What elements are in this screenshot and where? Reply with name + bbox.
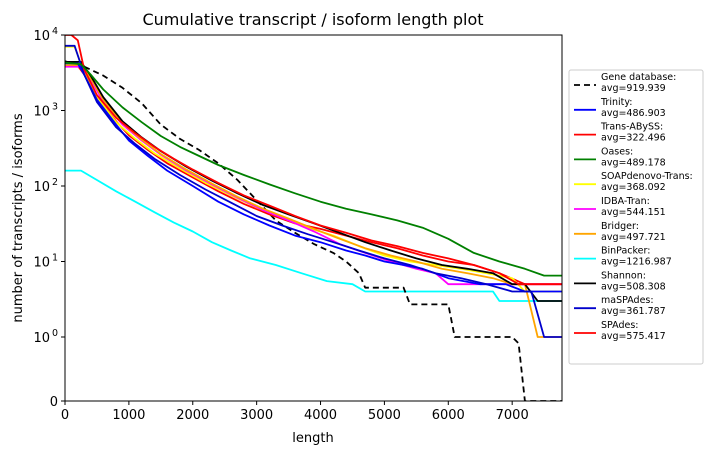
legend-label: SPAdes: [601, 320, 639, 331]
legend-label: Trinity: [600, 97, 632, 108]
legend-label: SOAPdenovo-Trans: [601, 171, 693, 182]
legend-label: maSPAdes: [601, 295, 654, 306]
y-tick-exponent: 1 [52, 253, 58, 264]
series-line-spades [65, 35, 562, 286]
legend-label: Shannon: [601, 270, 646, 281]
x-tick-label: 3000 [240, 408, 273, 423]
y-tick-exponent: 4 [52, 26, 58, 37]
legend-avg: avg=508.308 [601, 281, 666, 292]
x-tick-label: 0 [61, 408, 69, 423]
x-tick-label: 4000 [304, 408, 337, 423]
y-tick-exponent: 0 [52, 328, 58, 339]
series-line-bridger [65, 64, 562, 338]
y-tick-exponent: 3 [52, 102, 58, 113]
y-tick-label: 10 [33, 331, 50, 346]
legend-avg: avg=497.721 [601, 232, 666, 243]
legend-avg: avg=919.939 [601, 83, 666, 94]
x-tick-label: 7000 [496, 408, 529, 423]
legend-avg: avg=1216.987 [601, 257, 672, 268]
y-tick-exponent: 2 [52, 177, 58, 188]
legend-label: Bridger: [601, 221, 639, 232]
y-tick-label: 10 [33, 180, 50, 195]
x-tick-label: 1000 [112, 408, 145, 423]
series-line-shannon [65, 61, 562, 302]
x-tick-label: 6000 [432, 408, 465, 423]
series-line-idba-tran [65, 65, 562, 286]
legend-avg: avg=322.496 [601, 133, 666, 144]
legend-avg: avg=489.178 [601, 157, 666, 168]
chart-title: Cumulative transcript / isoform length p… [142, 10, 483, 29]
x-tick-label: 2000 [176, 408, 209, 423]
series-line-trans-abyss [65, 65, 562, 286]
legend-avg: avg=544.151 [601, 207, 666, 218]
y-tick-label: 10 [33, 29, 50, 44]
series-line-soapdenovo-trans [65, 45, 562, 293]
legend-label: Oases: [601, 146, 633, 157]
legend-label: IDBA-Tran: [601, 196, 650, 207]
y-tick-label: 0 [50, 395, 58, 410]
legend-avg: avg=368.092 [601, 182, 666, 193]
y-tick-label: 10 [33, 256, 50, 271]
y-axis-label: number of transcripts / isoforms [11, 113, 26, 322]
y-tick-label: 10 [33, 105, 50, 120]
legend-avg: avg=361.787 [601, 306, 666, 317]
legend-label: Gene database: [601, 72, 676, 83]
x-axis: 0 1000 2000 3000 4000 5000 6000 7000 [61, 401, 529, 423]
x-axis-label: length [292, 431, 333, 446]
series-line-trinity [65, 62, 562, 293]
plot-frame [64, 34, 563, 402]
series-line-maspades [65, 44, 562, 338]
plot-area [65, 35, 562, 401]
legend-label: BinPacker: [601, 246, 650, 257]
legend-avg: avg=486.903 [601, 108, 666, 119]
legend-avg: avg=575.417 [601, 331, 666, 342]
series-line-gene-database [65, 60, 562, 401]
legend-frame [568, 69, 704, 365]
series-line-binpacker [65, 169, 562, 302]
legend: Gene database:avg=919.939 Trinity:avg=486… [568, 69, 704, 365]
x-tick-label: 5000 [368, 408, 401, 423]
series-line-oases [65, 61, 562, 277]
legend-label: Trans-ABySS: [600, 122, 663, 133]
